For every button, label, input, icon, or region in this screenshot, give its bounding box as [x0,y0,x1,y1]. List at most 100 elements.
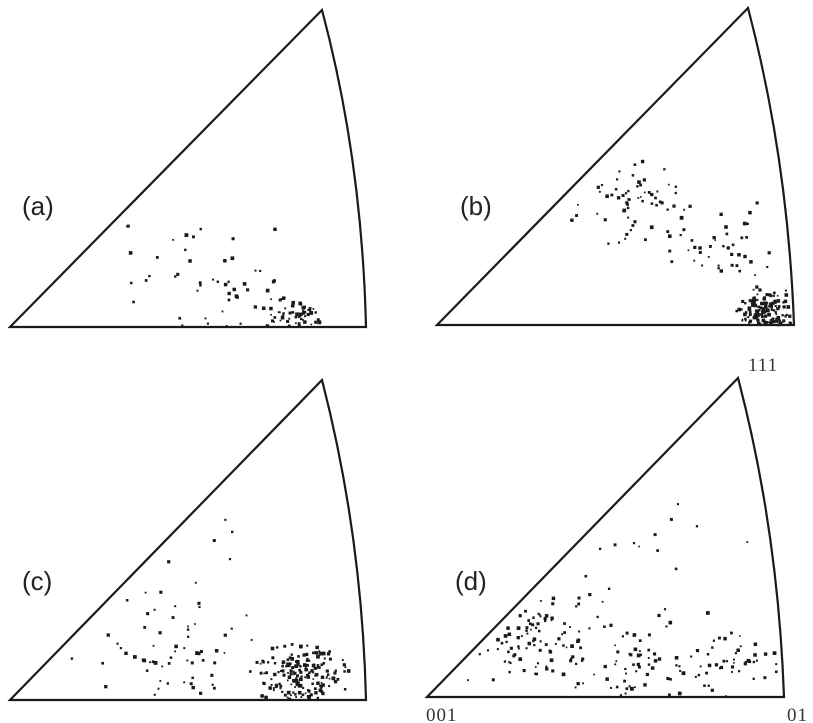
panel-c-dots [71,519,351,701]
orientation-point [588,593,591,596]
orientation-point [272,280,275,283]
orientation-point [723,637,727,641]
orientation-point [263,673,265,675]
orientation-point [133,655,137,659]
orientation-point [654,197,657,200]
orientation-point [563,622,566,625]
orientation-point [212,684,214,686]
orientation-point [771,309,773,311]
orientation-point [523,669,526,672]
orientation-point [575,605,577,607]
orientation-point [532,640,534,642]
orientation-point [756,201,759,204]
orientation-point [161,666,163,668]
orientation-point [290,657,294,661]
orientation-point [549,650,552,653]
orientation-point [200,228,202,230]
orientation-point [291,301,295,305]
orientation-point [670,518,673,521]
orientation-point [640,196,642,198]
orientation-point [199,284,202,287]
orientation-point [700,666,702,668]
orientation-point [159,680,161,682]
orientation-point [736,649,740,653]
orientation-point [174,645,178,649]
orientation-point [744,302,746,304]
orientation-point [215,649,219,653]
orientation-point [639,650,641,652]
orientation-point [735,310,738,313]
panel-b-label: (b) [460,191,492,221]
orientation-point [723,660,726,663]
orientation-point [314,321,317,324]
orientation-point [789,322,792,325]
orientation-point [174,275,176,277]
orientation-point [562,644,565,647]
orientation-point [262,307,266,311]
orientation-point [540,600,542,602]
orientation-point [655,204,658,207]
orientation-point [680,234,682,236]
orientation-point [625,673,627,675]
orientation-point [544,620,546,622]
orientation-point [294,693,297,696]
orientation-point [625,693,627,695]
orientation-point [304,676,306,678]
orientation-point [614,543,617,546]
orientation-point [224,519,226,521]
orientation-point [295,660,298,663]
orientation-point [315,646,319,650]
orientation-point [741,300,744,303]
orientation-point [295,679,299,683]
orientation-point [597,186,600,189]
orientation-point [677,503,679,505]
orientation-point [615,660,617,662]
orientation-point [761,314,763,316]
orientation-point [626,687,629,690]
orientation-point [626,632,629,635]
orientation-point [777,308,779,310]
orientation-point [512,654,515,657]
orientation-point [579,646,582,649]
orientation-point [254,305,257,308]
orientation-point [174,605,176,607]
orientation-point [743,255,746,258]
orientation-point [295,316,298,319]
orientation-point [294,686,296,688]
orientation-point [668,693,671,696]
orientation-point [501,642,504,645]
orientation-point [759,309,761,311]
orientation-point [321,676,324,679]
orientation-point [302,694,305,697]
orientation-point [200,650,203,653]
orientation-point [263,682,266,685]
orientation-point [288,676,292,680]
orientation-point [266,324,270,328]
orientation-point [641,200,644,203]
orientation-point [260,663,262,665]
orientation-point [487,649,489,651]
orientation-point [760,302,763,305]
orientation-point [538,630,541,633]
orientation-point [588,627,590,629]
orientation-point [313,663,315,665]
orientation-point [632,174,635,177]
orientation-point [146,612,149,615]
orientation-point [270,298,272,300]
orientation-point [281,316,285,320]
orientation-point [302,319,304,321]
orientation-point [183,681,185,683]
orientation-point [755,309,758,312]
orientation-point [170,656,173,659]
orientation-point [260,672,263,675]
orientation-point [510,647,513,650]
orientation-point [288,698,291,701]
orientation-point [644,238,647,241]
orientation-point [316,682,320,686]
orientation-point [733,659,735,661]
orientation-point [521,635,523,637]
orientation-point [616,686,619,689]
orientation-point [577,204,579,206]
orientation-point [724,225,728,229]
orientation-point [618,242,620,244]
